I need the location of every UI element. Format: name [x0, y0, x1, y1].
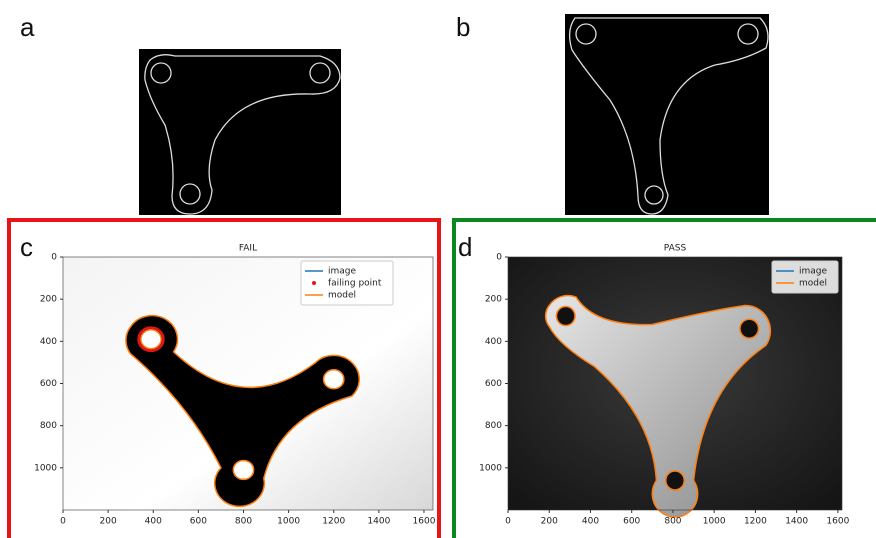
legend-swatch	[312, 281, 316, 285]
edge-image	[565, 14, 769, 215]
x-tick-label: 1600	[826, 517, 849, 527]
y-tick-label: 800	[485, 421, 502, 431]
x-tick-label: 400	[145, 517, 162, 527]
x-tick-label: 1400	[785, 517, 808, 527]
legend-label: model	[328, 291, 356, 301]
legend-label: image	[328, 267, 356, 277]
hole	[740, 319, 759, 338]
plot-title: PASS	[664, 244, 687, 254]
y-tick-label: 200	[40, 295, 57, 305]
x-tick-label: 600	[190, 517, 207, 527]
legend-label: failing point	[328, 279, 382, 289]
x-tick-label: 800	[664, 517, 681, 527]
x-tick-label: 1600	[413, 517, 436, 527]
y-tick-label: 0	[51, 253, 57, 263]
y-tick-label: 600	[485, 379, 502, 389]
x-tick-label: 800	[235, 517, 252, 527]
figure: a b c 0 200 400 600 800 1000 1200 1400 1600 0 200 4…	[0, 0, 876, 538]
page: {"panels": [ {"label": "a"}, {"label": "…	[0, 0, 876, 538]
panel-label: b	[456, 12, 470, 42]
panel-label: a	[20, 12, 35, 42]
hole	[556, 307, 575, 326]
x-tick-label: 400	[582, 517, 599, 527]
hole	[666, 471, 685, 490]
x-tick-label: 0	[60, 517, 66, 527]
edge-image	[139, 49, 341, 215]
y-tick-label: 0	[496, 253, 502, 263]
plot-area: 0 200 400 600 800 1000 1200 1400 1600 0 200 400 600 8…	[34, 244, 436, 527]
legend-label: image	[799, 267, 827, 277]
x-tick-label: 0	[505, 517, 511, 527]
x-tick-label: 200	[100, 517, 117, 527]
x-tick-label: 200	[541, 517, 558, 527]
x-tick-label: 1000	[277, 517, 300, 527]
plot-area: 0 200 400 600 800 1000 1200 1400 1600 0 200 400 600 8…	[479, 244, 850, 527]
panel-label: d	[458, 232, 472, 262]
y-tick-label: 1000	[479, 463, 502, 473]
y-tick-label: 1000	[34, 463, 57, 473]
y-tick-label: 400	[485, 337, 502, 347]
x-tick-label: 1000	[703, 517, 726, 527]
y-tick-label: 600	[40, 379, 57, 389]
hole	[141, 330, 161, 349]
legend-label: model	[799, 279, 827, 289]
plot-title: FAIL	[239, 244, 257, 254]
y-tick-label: 400	[40, 337, 57, 347]
x-tick-label: 1400	[367, 517, 390, 527]
x-tick-label: 600	[623, 517, 640, 527]
hole	[324, 370, 344, 389]
y-tick-label: 200	[485, 295, 502, 305]
x-tick-label: 1200	[744, 517, 767, 527]
panel-label: c	[20, 232, 33, 262]
x-tick-label: 1200	[322, 517, 345, 527]
hole	[233, 460, 253, 479]
y-tick-label: 800	[40, 421, 57, 431]
